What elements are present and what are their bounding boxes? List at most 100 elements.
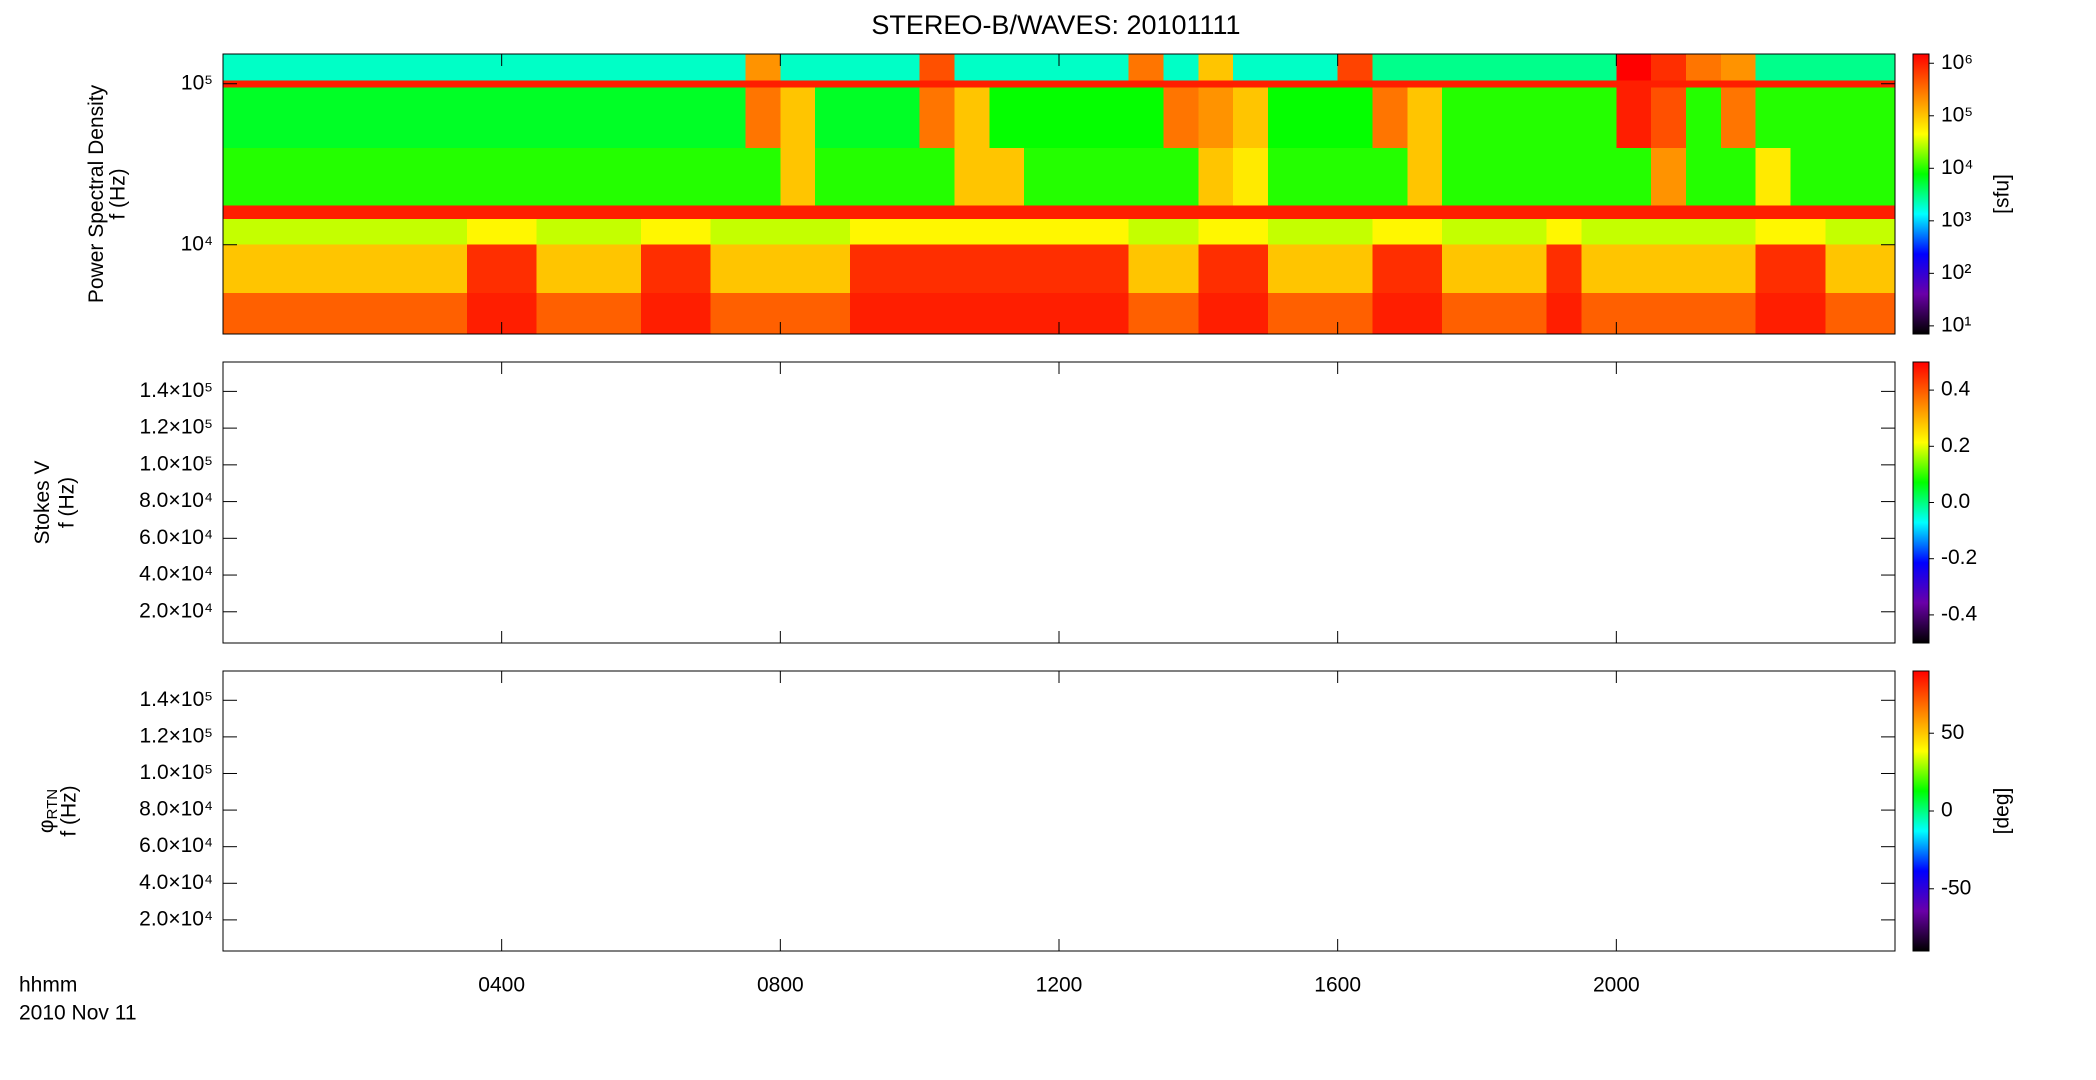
- heatmap-cell: [1825, 80, 1861, 88]
- heatmap-cell: [466, 54, 503, 81]
- heatmap-cell: [606, 205, 642, 219]
- heatmap-cell: [432, 218, 468, 245]
- heatmap-cell: [466, 147, 503, 206]
- colorbar: [1912, 670, 1930, 952]
- heatmap-cell: [432, 80, 468, 88]
- heatmap-cell: [1163, 244, 1199, 294]
- y-tick-label: 10⁴: [181, 232, 213, 255]
- heatmap-cell: [780, 205, 816, 219]
- colorbar-label: [deg]: [1991, 788, 2014, 835]
- heatmap-cell: [1825, 87, 1861, 148]
- heatmap-cell: [675, 205, 712, 219]
- heatmap-cell: [745, 54, 781, 81]
- heatmap-cell: [1337, 80, 1373, 88]
- colorbar-tick-label: 0: [1941, 799, 1953, 822]
- heatmap-cell: [780, 244, 816, 294]
- heatmap-cell: [1372, 293, 1408, 334]
- heatmap-cell: [362, 218, 398, 245]
- colorbar-tick-label: 0.4: [1941, 378, 1971, 401]
- heatmap-cell: [1337, 218, 1373, 245]
- heatmap-cell: [780, 293, 816, 334]
- heatmap-cell: [710, 244, 746, 294]
- heatmap-cell: [954, 244, 990, 294]
- y-tick-label: 1.2×10⁵: [139, 416, 213, 439]
- y-tick-label: 1.2×10⁵: [139, 724, 213, 747]
- heatmap-cell: [710, 205, 746, 219]
- heatmap-cell: [780, 218, 816, 245]
- heatmap-cell: [1059, 54, 1095, 81]
- y-axis-unit-label: f (Hz): [56, 477, 79, 528]
- colorbar-tick-label: 0.2: [1941, 434, 1970, 457]
- heatmap-cell: [710, 293, 746, 334]
- heatmap-cell: [1059, 218, 1095, 245]
- y-tick-label: 6.0×10⁴: [139, 834, 213, 857]
- heatmap-cell: [850, 87, 886, 148]
- y-tick-label: 8.0×10⁴: [139, 489, 213, 512]
- heatmap-cell: [606, 80, 642, 88]
- heatmap-cell: [327, 147, 363, 206]
- heatmap-cell: [1790, 244, 1826, 294]
- heatmap-cell: [571, 80, 607, 88]
- chart-title: STEREO-B/WAVES: 20101111: [871, 10, 1240, 40]
- heatmap-cell: [1720, 147, 1757, 206]
- heatmap-cell: [1163, 218, 1199, 245]
- heatmap-cell: [223, 87, 259, 148]
- y-axis-label-sub: RTN: [44, 789, 61, 820]
- heatmap-cell: [1616, 218, 1652, 245]
- y-axis-unit-label: f (Hz): [107, 168, 130, 219]
- colorbar-tick-label: -50: [1941, 876, 1971, 899]
- heatmap-cell: [536, 205, 572, 219]
- plot-frame: [222, 361, 1896, 644]
- heatmap-cell: [675, 218, 712, 245]
- x-tick-label: 1600: [1314, 974, 1361, 997]
- heatmap-cell: [641, 54, 677, 81]
- heatmap-cell: [1442, 293, 1478, 334]
- heatmap-cell: [257, 87, 294, 148]
- heatmap-cell: [1059, 80, 1095, 88]
- heatmap-cell: [1059, 293, 1095, 334]
- heatmap-cell: [1755, 87, 1791, 148]
- heatmap-cell: [327, 87, 363, 148]
- heatmap-cell: [780, 54, 816, 81]
- heatmap-cell: [989, 87, 1025, 148]
- heatmap-cell: [675, 147, 712, 206]
- heatmap-cell: [675, 87, 712, 148]
- colorbar-tick-label: 10⁵: [1941, 103, 1973, 126]
- heatmap-cell: [1477, 244, 1513, 294]
- heatmap-cell: [1546, 293, 1582, 334]
- y-axis-label: φRTN: [35, 789, 61, 833]
- heatmap-cell: [641, 80, 677, 88]
- plot-frame: [222, 670, 1896, 952]
- heatmap-cell: [466, 218, 503, 245]
- heatmap-cell: [397, 87, 433, 148]
- y-axis-label-text: Stokes V: [31, 460, 54, 544]
- colorbar-tick-label: 10³: [1941, 208, 1971, 231]
- heatmap-cell: [397, 147, 433, 206]
- heatmap-cell: [1477, 293, 1513, 334]
- heatmap-cell: [1198, 147, 1234, 206]
- heatmap-cell: [1651, 80, 1687, 88]
- heatmap-cell: [1546, 54, 1582, 81]
- heatmap-cell: [1372, 244, 1408, 294]
- heatmap-cell: [1372, 87, 1408, 148]
- heatmap-cell: [884, 147, 921, 206]
- heatmap-cell: [780, 147, 816, 206]
- heatmap-cell: [1546, 80, 1582, 88]
- heatmap-cell: [1511, 205, 1548, 219]
- heatmap-cell: [571, 54, 607, 81]
- heatmap-cell: [850, 54, 886, 81]
- y-axis-label-text: Power Spectral Density: [85, 84, 108, 303]
- heatmap-cell: [1720, 205, 1757, 219]
- heatmap-cell: [1755, 80, 1791, 88]
- heatmap-cell: [223, 293, 259, 334]
- heatmap-cell: [606, 147, 642, 206]
- heatmap-cell: [1198, 244, 1234, 294]
- heatmap-cell: [257, 244, 294, 294]
- y-tick-label: 2.0×10⁴: [139, 599, 213, 622]
- heatmap-cell: [1407, 80, 1443, 88]
- heatmap-cell: [1093, 87, 1130, 148]
- heatmap-cell: [1337, 147, 1373, 206]
- colorbar-tick-label: 10⁴: [1941, 156, 1973, 179]
- heatmap-cell: [292, 218, 328, 245]
- heatmap-cell: [1442, 244, 1478, 294]
